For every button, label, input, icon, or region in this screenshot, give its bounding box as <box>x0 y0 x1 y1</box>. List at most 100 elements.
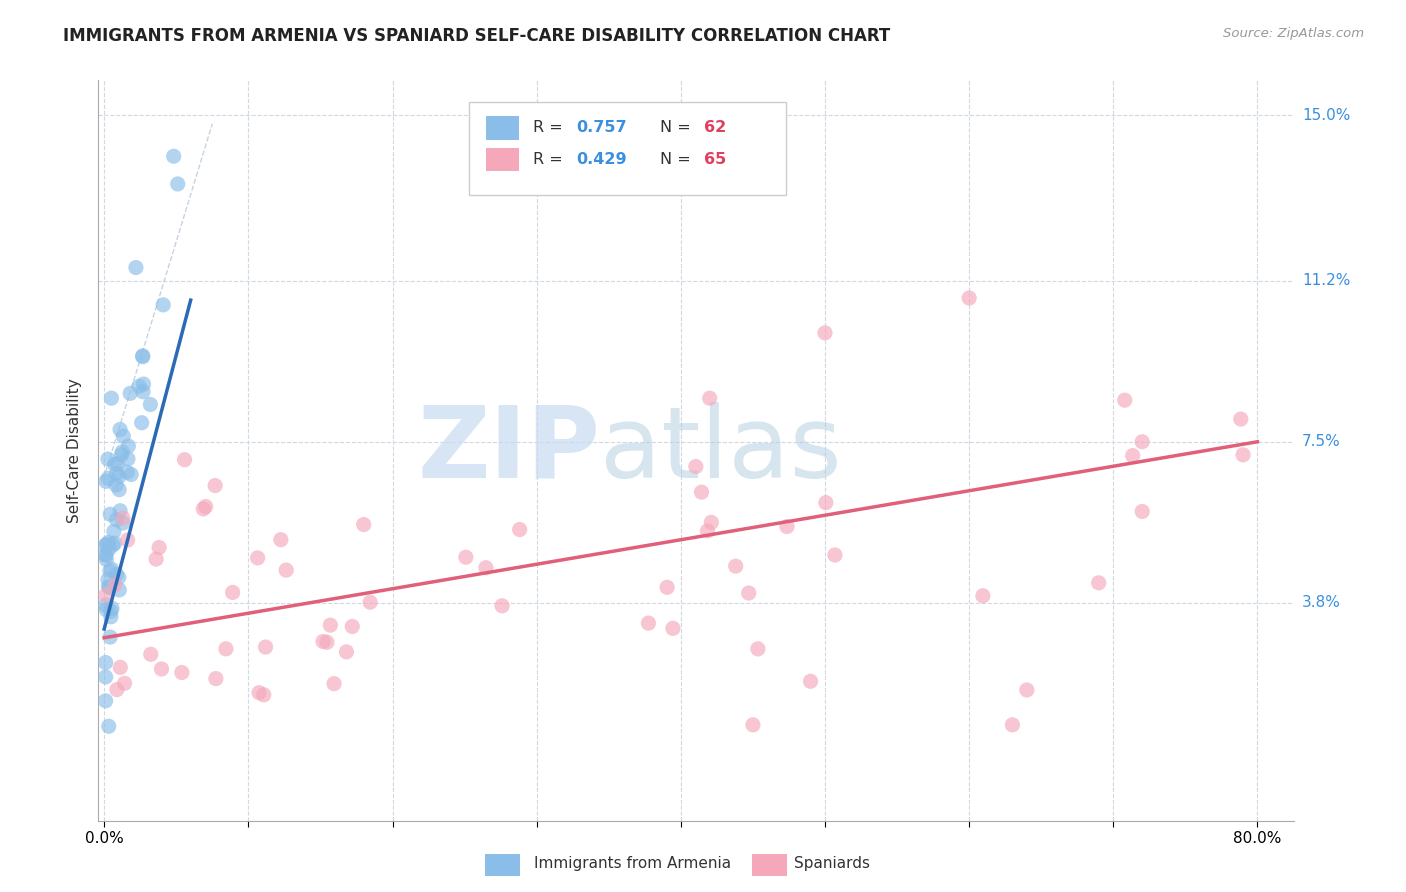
Point <box>108 469 131 483</box>
Point <box>101 601 124 615</box>
Point <box>94 598 117 612</box>
Point <box>253 688 276 702</box>
Point <box>1087 575 1109 590</box>
Point <box>132 384 155 399</box>
Point <box>221 585 243 599</box>
Point <box>98 630 121 644</box>
Point <box>100 391 122 405</box>
Point <box>117 533 139 547</box>
Point <box>814 326 837 340</box>
Point <box>94 656 117 670</box>
Point <box>776 519 799 533</box>
Point <box>166 177 188 191</box>
Point <box>747 641 769 656</box>
Point <box>742 718 765 732</box>
Point <box>117 465 139 479</box>
Point <box>319 618 342 632</box>
Point <box>105 478 128 492</box>
Point <box>655 580 678 594</box>
Point <box>110 448 132 462</box>
Text: Source: ZipAtlas.com: Source: ZipAtlas.com <box>1223 27 1364 40</box>
Text: Spaniards: Spaniards <box>794 856 870 871</box>
Point <box>152 298 174 312</box>
Point <box>108 422 131 436</box>
Point <box>94 670 117 684</box>
Point <box>205 672 228 686</box>
Point <box>96 552 118 566</box>
Point <box>125 260 148 275</box>
Point <box>105 467 128 481</box>
Text: 62: 62 <box>704 120 727 136</box>
Point <box>814 496 837 510</box>
Point <box>94 588 117 602</box>
Point <box>1122 449 1144 463</box>
Point <box>97 535 120 549</box>
Point <box>475 560 498 574</box>
Point <box>108 582 131 597</box>
Point <box>94 538 117 552</box>
Point <box>114 676 136 690</box>
Point <box>94 548 117 562</box>
Text: N =: N = <box>661 120 696 136</box>
Point <box>94 694 117 708</box>
Point <box>1229 412 1251 426</box>
Point <box>662 621 685 635</box>
Point <box>491 599 513 613</box>
Text: R =: R = <box>533 120 568 136</box>
Point <box>696 524 718 538</box>
Point <box>98 581 121 595</box>
Point <box>94 549 117 563</box>
Point <box>98 508 121 522</box>
Point <box>98 564 121 578</box>
Point <box>247 686 270 700</box>
Text: 0.757: 0.757 <box>576 120 627 136</box>
Point <box>101 538 124 552</box>
Point <box>131 416 153 430</box>
Point <box>132 350 155 364</box>
Point <box>323 676 346 690</box>
Point <box>335 645 357 659</box>
Point <box>97 719 120 733</box>
Point <box>96 537 118 551</box>
Point <box>215 641 238 656</box>
Point <box>150 662 173 676</box>
Text: 3.8%: 3.8% <box>1302 595 1341 610</box>
Point <box>193 502 215 516</box>
Point <box>1015 683 1038 698</box>
Point <box>139 648 162 662</box>
Point <box>204 478 226 492</box>
FancyBboxPatch shape <box>485 148 519 171</box>
Text: R =: R = <box>533 152 568 167</box>
Point <box>1114 393 1136 408</box>
Point <box>1001 718 1024 732</box>
Point <box>690 485 713 500</box>
Text: atlas: atlas <box>600 402 842 499</box>
Point <box>107 570 129 584</box>
Point <box>824 548 846 562</box>
Point <box>194 500 217 514</box>
Point <box>128 379 150 393</box>
Point <box>108 504 131 518</box>
Point <box>97 471 120 485</box>
Point <box>353 517 375 532</box>
Text: 7.5%: 7.5% <box>1302 434 1340 450</box>
Point <box>1130 504 1153 518</box>
Point <box>246 550 269 565</box>
Point <box>270 533 292 547</box>
Point <box>699 391 721 405</box>
Point <box>104 578 127 592</box>
Point <box>163 149 186 163</box>
Point <box>105 513 128 527</box>
Point <box>97 579 120 593</box>
Point <box>100 562 122 576</box>
Point <box>957 291 980 305</box>
Point <box>100 609 122 624</box>
Text: N =: N = <box>661 152 696 167</box>
Point <box>173 452 195 467</box>
Point <box>312 634 335 648</box>
Text: ZIP: ZIP <box>418 402 600 499</box>
Point <box>117 439 139 453</box>
Point <box>454 550 477 565</box>
Point <box>97 542 120 557</box>
Point <box>120 386 142 401</box>
